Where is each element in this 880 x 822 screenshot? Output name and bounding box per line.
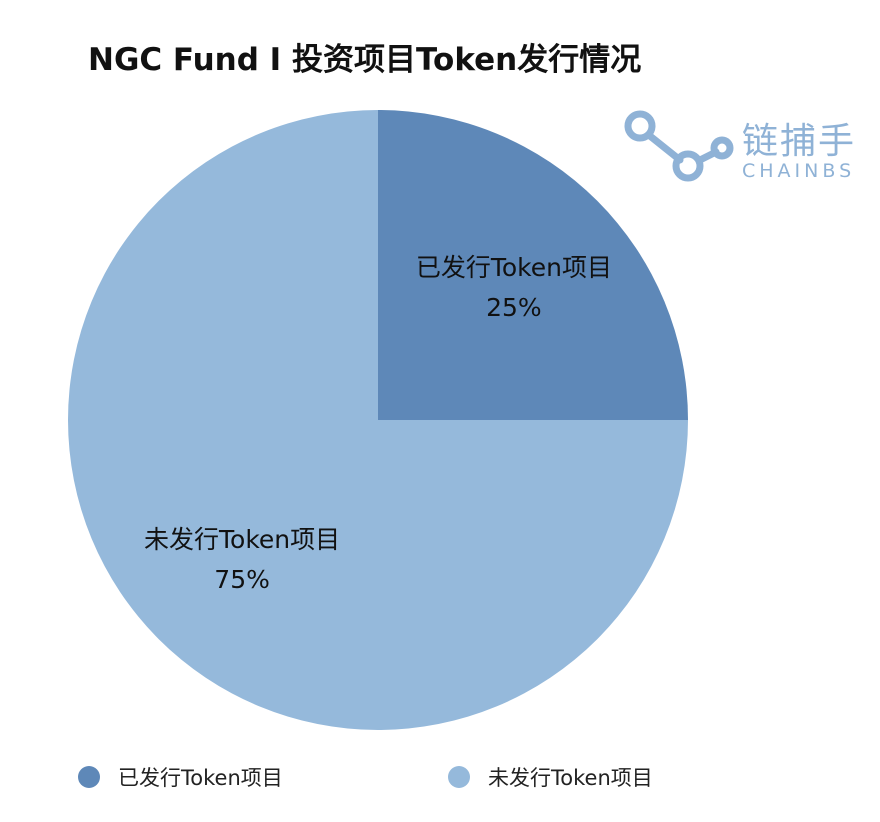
- slice-percent-issued: 25%: [486, 293, 542, 322]
- pie-slice-unissued: [68, 110, 688, 730]
- legend-swatch-issued: [78, 766, 100, 788]
- chain-link-icon: [624, 110, 734, 182]
- legend-item-issued: 已发行Token项目: [78, 762, 283, 792]
- legend-label-unissued: 未发行Token项目: [488, 766, 653, 790]
- legend-swatch-unissued: [448, 766, 470, 788]
- chart-title: NGC Fund I 投资项目Token发行情况: [88, 42, 642, 78]
- chainbs-logo: 链捕手 CHAINBS: [618, 108, 878, 188]
- chart-legend: 已发行Token项目 未发行Token项目: [0, 762, 880, 802]
- pie-slice-issued: [378, 110, 688, 420]
- slice-label-issued: 已发行Token项目: [416, 253, 612, 282]
- slice-percent-unissued: 75%: [214, 565, 270, 594]
- slice-label-unissued: 未发行Token项目: [144, 525, 340, 554]
- logo-text-cn: 链捕手: [742, 121, 857, 162]
- legend-item-unissued: 未发行Token项目: [448, 762, 653, 792]
- logo-text-en: CHAINBS: [742, 160, 856, 182]
- legend-label-issued: 已发行Token项目: [118, 766, 283, 790]
- pie-chart: 已发行Token项目 25% 未发行Token项目 75%: [68, 110, 688, 730]
